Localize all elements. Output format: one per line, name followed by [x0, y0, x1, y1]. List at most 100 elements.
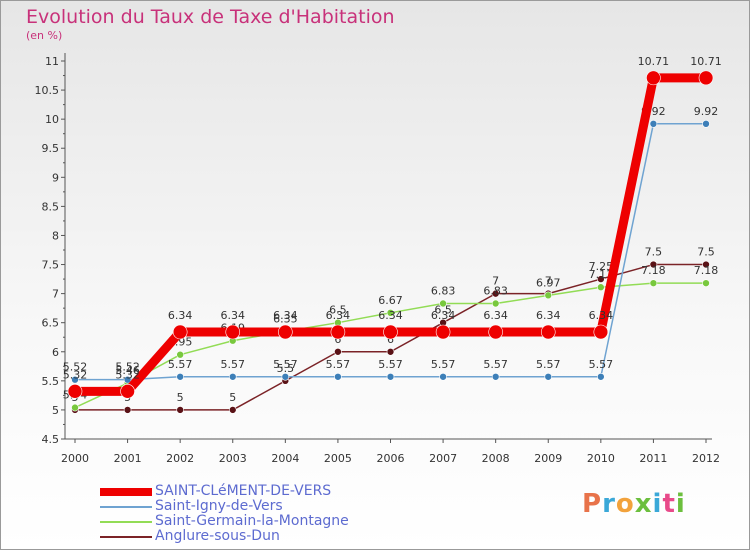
data-label: 7.18	[641, 264, 666, 277]
data-point	[491, 372, 500, 381]
data-label: 5.57	[589, 358, 614, 371]
data-label: 6.97	[536, 276, 561, 289]
data-label: 5.57	[168, 358, 193, 371]
data-label: 6.5	[434, 304, 452, 317]
data-label: 6.34	[273, 309, 298, 322]
data-label: 7.11	[589, 268, 614, 281]
data-point	[435, 324, 451, 340]
data-label: 5.32	[63, 368, 88, 381]
data-point	[386, 372, 395, 381]
y-tick-label: 5	[52, 404, 59, 417]
data-point	[228, 406, 237, 414]
data-point	[123, 406, 132, 414]
data-point	[540, 324, 556, 340]
y-tick-label: 11	[45, 55, 59, 68]
data-label: 5.57	[483, 358, 508, 371]
legend-swatch	[100, 536, 152, 538]
y-tick-label: 4.5	[42, 433, 60, 446]
data-label: 5.57	[431, 358, 456, 371]
chart-title: Evolution du Taux de Taxe d'Habitation	[26, 6, 395, 28]
data-label: 6.34	[168, 309, 193, 322]
x-tick-label: 2012	[692, 452, 720, 465]
legend-label: Saint-Igny-de-Vers	[155, 498, 283, 514]
data-point	[702, 260, 710, 269]
series-saint-cl-ment-de-vers: 5.32 5.32 6.34 6.34 6.34 6.34 6.34 6.34 6.34 6.34…	[63, 55, 722, 399]
data-point	[67, 384, 83, 399]
data-label: 5.57	[273, 358, 298, 371]
data-point	[646, 70, 661, 86]
data-point	[176, 406, 184, 414]
legend-swatch	[100, 488, 152, 496]
data-label: 7.25	[589, 260, 614, 273]
x-tick-label: 2001	[114, 452, 142, 465]
legend-label: SAINT-CLéMENT-DE-VERS	[155, 483, 332, 499]
y-tick-label: 6	[52, 346, 59, 359]
data-point	[488, 324, 503, 340]
x-tick-label: 2004	[271, 452, 299, 465]
data-point	[597, 275, 605, 283]
data-label: 5.57	[536, 358, 561, 371]
data-point	[649, 120, 658, 128]
data-label: 7	[545, 275, 552, 288]
data-point	[593, 324, 609, 340]
data-label: 7.5	[697, 246, 715, 259]
data-label: 6.35	[273, 312, 298, 325]
data-point	[491, 289, 500, 298]
data-point	[71, 375, 79, 384]
data-label: 6.34	[431, 309, 456, 322]
data-label: 6.83	[431, 285, 456, 298]
data-point	[702, 279, 710, 287]
data-point	[597, 283, 605, 292]
y-tick-label: 6.5	[42, 317, 60, 330]
data-point	[330, 324, 346, 340]
series-layer: 55555.5666.5777.257.57.55.045.465.956.19…	[63, 55, 722, 414]
y-tick-label: 9.5	[42, 142, 60, 155]
data-label: 7.5	[645, 246, 663, 259]
data-label: 10.71	[690, 55, 722, 68]
y-tick-label: 10	[45, 113, 59, 126]
data-point	[278, 324, 293, 340]
data-label: 5.5	[277, 362, 295, 375]
data-label: 5.57	[221, 358, 246, 371]
data-label: 5.32	[115, 368, 140, 381]
x-tick-label: 2010	[587, 452, 615, 465]
data-point	[334, 347, 342, 356]
data-label: 6.34	[536, 309, 561, 322]
data-label: 5	[177, 391, 184, 404]
legend-label: Anglure-sous-Dun	[155, 528, 280, 544]
data-point	[386, 309, 395, 317]
x-tick-label: 2000	[61, 452, 89, 465]
data-point	[649, 260, 658, 269]
data-point	[383, 324, 398, 340]
proxiti-logo: Proxiti	[582, 489, 686, 519]
data-point	[281, 372, 290, 381]
y-tick-label: 7	[52, 288, 59, 301]
x-tick-label: 2008	[482, 452, 510, 465]
data-point	[334, 372, 342, 381]
y-tick-label: 8	[52, 229, 59, 242]
legend-label: Saint-Germain-la-Montagne	[155, 513, 349, 529]
data-point	[439, 299, 447, 308]
data-point	[176, 350, 184, 359]
data-label: 7	[492, 275, 499, 288]
data-point	[649, 279, 658, 287]
data-label: 6.34	[483, 309, 508, 322]
data-label: 5	[229, 391, 236, 404]
data-point	[228, 372, 237, 381]
data-label: 10.71	[638, 55, 670, 68]
data-point	[544, 291, 553, 300]
data-label: 5.46	[115, 364, 140, 377]
data-label: 6.67	[378, 294, 403, 307]
data-point	[120, 384, 135, 399]
data-label: 9.92	[694, 105, 719, 118]
legend-swatch	[100, 521, 152, 523]
y-tick-label: 8.5	[42, 200, 60, 213]
data-label: 5.57	[378, 358, 403, 371]
data-point	[386, 347, 395, 356]
data-point	[176, 372, 184, 381]
series-saint-igny-de-vers: 5.52 5.52 5.57 5.57 5.57 5.57 5.57 5.57 5.57 5.57…	[63, 105, 719, 384]
x-tick-label: 2002	[166, 452, 194, 465]
data-point	[544, 372, 553, 381]
data-label: 6.34	[378, 309, 403, 322]
